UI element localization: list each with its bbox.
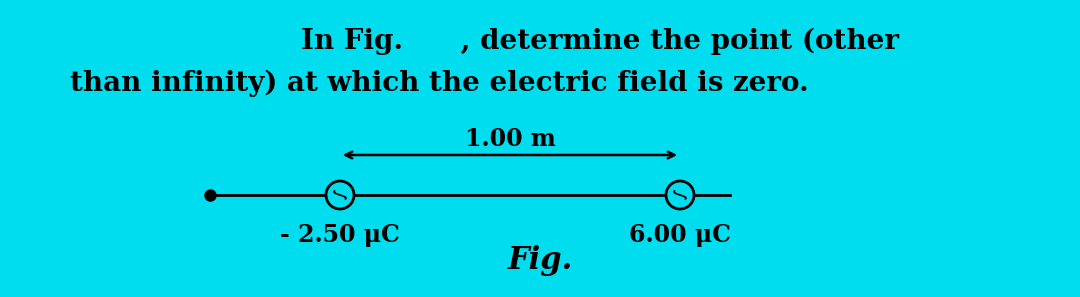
Text: than infinity) at which the electric field is zero.: than infinity) at which the electric fie… — [70, 70, 809, 97]
Text: 6.00 μC: 6.00 μC — [629, 223, 731, 247]
Text: Fig.: Fig. — [508, 245, 572, 276]
Circle shape — [326, 181, 354, 209]
Text: 1.00 m: 1.00 m — [464, 127, 555, 151]
Circle shape — [666, 181, 694, 209]
Text: - 2.50 μC: - 2.50 μC — [280, 223, 400, 247]
Text: In Fig.      , determine the point (other: In Fig. , determine the point (other — [301, 28, 899, 55]
